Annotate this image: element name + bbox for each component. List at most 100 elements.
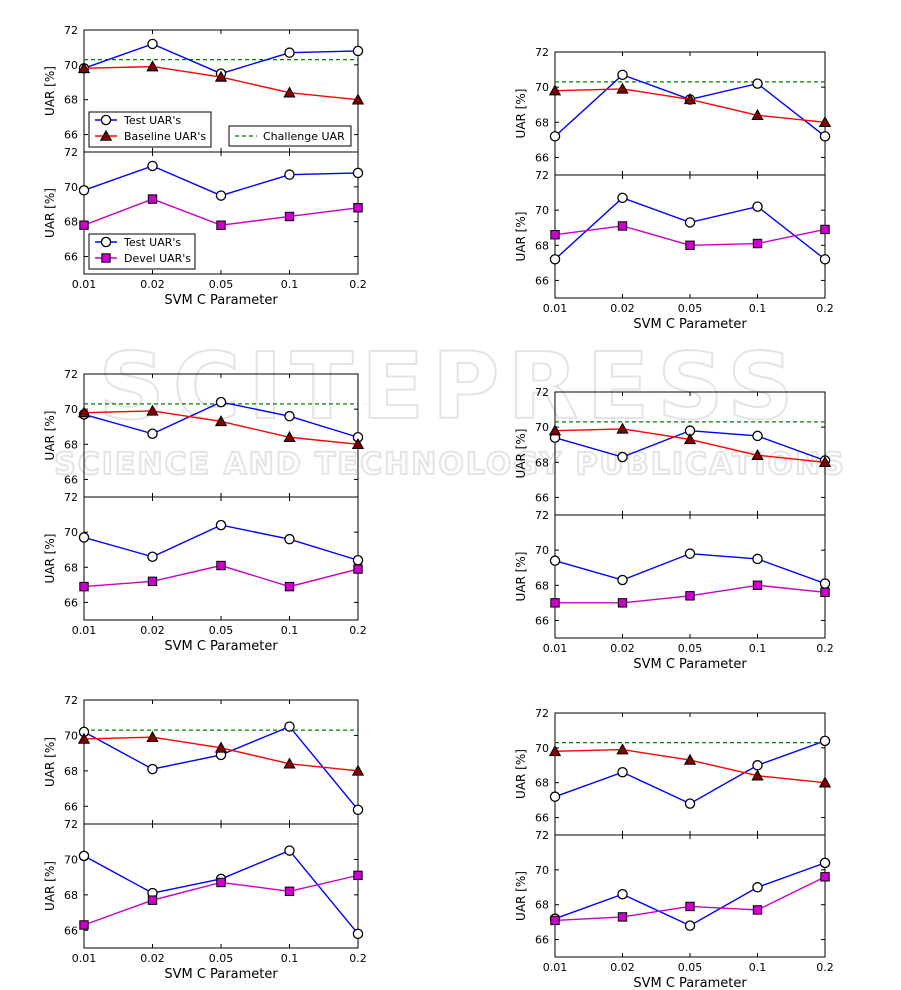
x-tick-label: 0.01 — [72, 624, 97, 637]
y-tick-label: 70 — [535, 204, 549, 217]
data-point — [214, 741, 228, 753]
data-point — [352, 45, 364, 57]
legend-box-challenge — [228, 125, 352, 147]
y-axis-label: UAR [%] — [514, 89, 528, 139]
y-tick-label: 66 — [64, 596, 78, 609]
data-point — [284, 533, 295, 545]
x-tick-label: 0.05 — [678, 642, 703, 655]
data-point — [549, 791, 561, 802]
y-axis-label: UAR [%] — [43, 534, 57, 584]
x-tick-label: 0.1 — [281, 278, 299, 291]
y-axis-label: UAR [%] — [514, 212, 528, 262]
y-tick-label: 66 — [535, 151, 549, 164]
x-tick-label: 0.02 — [610, 642, 635, 655]
x-tick-label: 0.02 — [610, 302, 635, 315]
y-tick-label: 72 — [64, 491, 78, 504]
data-point — [752, 882, 763, 893]
data-point — [352, 167, 364, 179]
y-tick-label: 68 — [64, 889, 78, 902]
legend: Test UAR's Devel UAR's — [88, 233, 196, 270]
data-point — [617, 574, 628, 586]
y-axis-label: UAR [%] — [43, 737, 57, 787]
data-point — [617, 192, 628, 204]
panel-5-bottom: 66 68 70 72 UAR [%] 0.01 0.02 0.05 0.1 0.2 SVM C P… — [43, 818, 367, 982]
data-point — [353, 564, 363, 574]
data-point — [685, 591, 695, 601]
panel-2-bottom: 66 68 70 72 UAR [%] 0.01 0.02 0.05 0.1 0.2 SVM C P… — [514, 169, 834, 332]
data-point — [751, 108, 764, 120]
data-point — [284, 845, 295, 856]
data-point — [549, 254, 561, 265]
series-line — [554, 876, 826, 922]
series-line — [83, 849, 359, 935]
x-tick-label: 0.01 — [543, 642, 568, 655]
data-point — [78, 532, 90, 543]
y-axis-label: UAR [%] — [514, 552, 528, 602]
data-point — [683, 753, 697, 765]
data-point — [77, 732, 91, 744]
data-point — [79, 581, 89, 592]
data-point — [79, 220, 89, 230]
y-axis-label: UAR [%] — [43, 66, 57, 116]
y-tick-label: 66 — [535, 274, 549, 287]
plot-frame — [554, 514, 826, 639]
data-point — [683, 93, 697, 105]
data-point — [752, 553, 763, 565]
panel-6-top: 66 68 70 72 UAR [%] — [514, 707, 832, 836]
legend-label-baseline: Baseline UAR's — [124, 130, 206, 143]
data-point — [550, 230, 560, 240]
x-tick-label: 0.02 — [610, 961, 635, 974]
data-point — [684, 217, 696, 228]
y-tick-label: 72 — [535, 386, 549, 399]
x-tick-label: 0.02 — [140, 278, 165, 291]
y-tick-label: 70 — [64, 853, 78, 866]
y-axis-label: UAR [%] — [514, 749, 528, 799]
panel-5-top: 66 68 70 72 UAR [%] — [43, 694, 365, 825]
watermark: SCITEPRESS SCIENCE AND TECHNOLOGY PUBLIC… — [53, 332, 845, 483]
data-point — [616, 743, 629, 755]
data-point — [751, 769, 764, 781]
legend-challenge: Challenge UAR — [228, 125, 352, 147]
data-point — [819, 735, 831, 747]
data-point — [548, 745, 562, 757]
y-tick-label: 68 — [535, 456, 549, 469]
legend-marker-baseline — [99, 129, 113, 141]
data-point — [77, 62, 91, 74]
x-tick-label: 0.2 — [349, 952, 367, 965]
data-point — [617, 889, 628, 900]
x-tick-label: 0.2 — [816, 642, 834, 655]
data-point — [79, 920, 89, 930]
plot-frame — [554, 51, 826, 176]
data-point — [616, 422, 629, 434]
data-point — [283, 430, 296, 442]
y-tick-label: 72 — [535, 169, 549, 182]
data-point — [751, 448, 764, 460]
x-tick-label: 0.1 — [281, 624, 299, 637]
legend-label-test: Test UAR's — [123, 114, 181, 127]
data-point — [351, 764, 365, 776]
y-tick-label: 66 — [535, 491, 549, 504]
plot-frame — [554, 712, 826, 836]
data-point — [146, 404, 159, 416]
data-point — [214, 70, 228, 82]
x-tick-label: 0.2 — [349, 278, 367, 291]
data-point — [752, 580, 763, 590]
y-tick-label: 72 — [535, 707, 549, 720]
plot-frame — [83, 699, 359, 825]
panel-4-bottom: 66 68 70 72 UAR [%] 0.01 0.02 0.05 0.1 0.2 SVM C P… — [514, 509, 834, 672]
panel-2-top: 66 68 70 72 UAR [%] — [514, 46, 832, 176]
data-point — [78, 850, 90, 862]
data-point — [820, 587, 830, 598]
data-point — [284, 169, 295, 180]
y-tick-label: 70 — [64, 181, 78, 194]
data-point — [617, 598, 628, 608]
x-tick-label: 0.2 — [349, 624, 367, 637]
y-tick-label: 72 — [64, 368, 78, 381]
y-tick-label: 70 — [64, 59, 78, 72]
legend-label-challenge: Challenge UAR — [263, 130, 345, 143]
y-axis-label: UAR [%] — [43, 411, 57, 461]
panel-6-bottom: 66 68 70 72 UAR [%] 0.01 0.02 0.05 0.1 0.2 SVM C P… — [514, 829, 834, 990]
data-point — [215, 519, 227, 531]
data-point — [616, 82, 629, 94]
y-tick-label: 66 — [535, 614, 549, 627]
